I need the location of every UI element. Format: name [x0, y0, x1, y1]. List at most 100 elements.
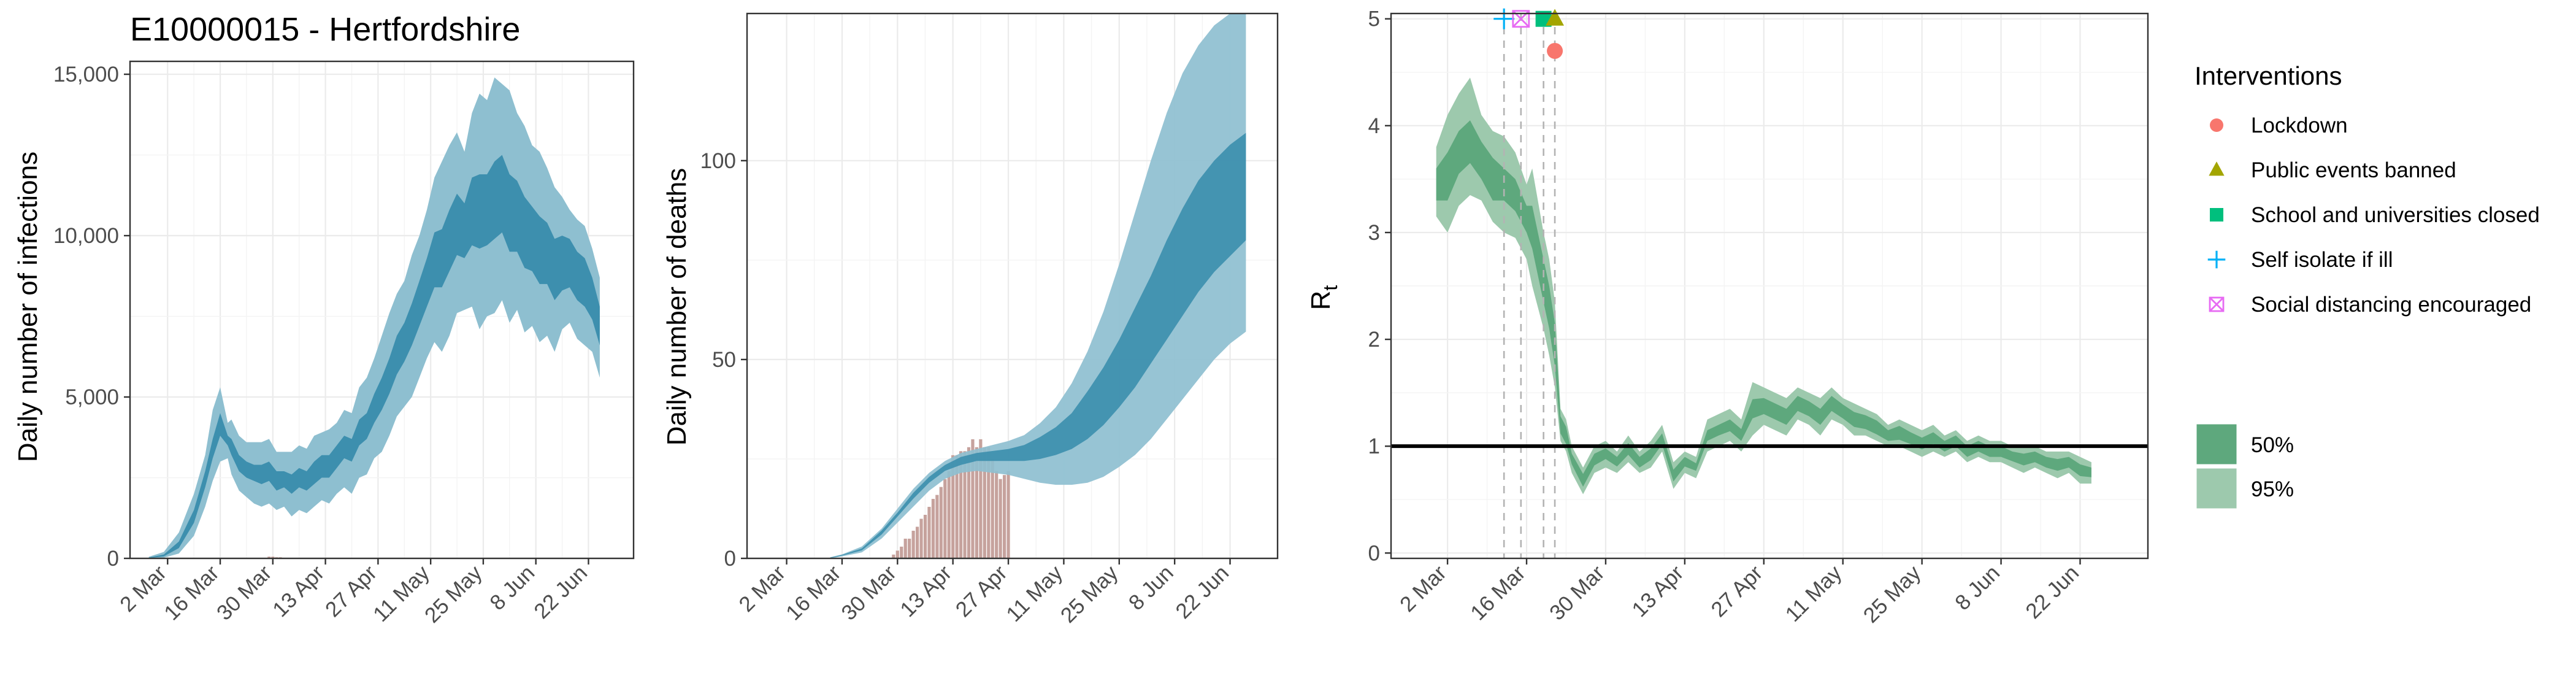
rt-xtick-label: 27 Apr	[1706, 561, 1767, 622]
deaths-plot-area	[830, 13, 1246, 558]
infections-band-50	[148, 155, 600, 558]
rt-xtick-label: 2 Mar	[1395, 561, 1451, 617]
deaths-xtick-label: 16 Mar	[781, 561, 846, 625]
deaths-xtick-label: 30 Mar	[837, 561, 901, 625]
deaths-xtick-label: 27 Apr	[951, 561, 1012, 622]
rt-xtick-label: 30 Mar	[1545, 561, 1609, 625]
deaths-observed-bar	[991, 458, 995, 558]
deaths-observed-bar	[994, 471, 999, 558]
deaths-observed-bar	[903, 538, 908, 558]
deaths-observed-bar	[923, 514, 927, 558]
deaths-observed-bar	[998, 479, 1003, 558]
deaths-observed-bar	[891, 554, 896, 558]
legend-interval-label: 50%	[2251, 433, 2294, 457]
deaths-observed-bar	[899, 546, 903, 558]
infections-xtick-label: 22 Jun	[529, 561, 592, 623]
rt-ylabel-subscript: t	[1319, 285, 1341, 291]
deaths-observed-bar	[919, 518, 924, 558]
deaths-xtick-label: 13 Apr	[895, 561, 956, 622]
legend-interval-swatch	[2195, 466, 2239, 511]
rt-intervention-marker-box	[1512, 10, 1530, 28]
legend-key-marker	[2210, 208, 2223, 222]
legend-key-marker-box	[2209, 296, 2225, 312]
deaths-xtick-label: 25 May	[1056, 561, 1123, 628]
deaths-xtick-label: 22 Jun	[1171, 561, 1233, 623]
deaths-observed-bar	[927, 506, 932, 558]
infections-xtick-label: 30 Mar	[212, 561, 277, 625]
rt-ytick-label: 2	[1368, 328, 1380, 352]
legend-interval-swatch	[2195, 422, 2239, 466]
legend-item-label: School and universities closed	[2251, 203, 2540, 227]
legend-key-marker	[2209, 161, 2225, 176]
rt-ytick-label: 5	[1368, 7, 1380, 31]
deaths-observed-bar	[1002, 474, 1006, 558]
legend-item-label: Public events banned	[2251, 158, 2456, 182]
rt-xtick-label: 16 Mar	[1466, 561, 1530, 625]
rt-ytick-label: 1	[1368, 434, 1380, 458]
rt-xtick-label: 11 May	[1781, 561, 1846, 626]
deaths-observed-bar	[895, 550, 900, 558]
deaths-observed-bar	[931, 498, 935, 558]
infections-ytick-label: 0	[107, 547, 119, 571]
legend-interval-label: 95%	[2251, 477, 2294, 501]
legend-item-label: Lockdown	[2251, 114, 2348, 137]
rt-plot: 0 1 2 3 4 5 2 Mar 16 Mar 30 Mar 13 Apr 27 Apr 11 Ma…	[1368, 7, 2149, 628]
infections-xtick-label: 16 Mar	[159, 561, 224, 625]
deaths-observed-bar	[907, 538, 911, 558]
rt-ytick-label: 3	[1368, 221, 1380, 245]
legend-item-label: Social distancing encouraged	[2251, 293, 2531, 317]
rt-panel-border	[1390, 12, 2149, 560]
deaths-ylabel: Daily number of deaths	[662, 168, 692, 445]
rt-ylabel: Rt	[1306, 285, 1341, 310]
rt-xtick-label: 22 Jun	[2021, 561, 2083, 623]
deaths-ytick-label: 100	[700, 149, 736, 173]
deaths-xtick-label: 8 Jun	[1124, 561, 1178, 615]
legend-key-marker	[2209, 296, 2225, 312]
legend: Interventions Lockdown Public events bann…	[2195, 61, 2540, 511]
legend-key-marker	[2207, 250, 2226, 269]
infections-ytick-label: 10,000	[53, 224, 119, 248]
rt-panel: 0 1 2 3 4 5 2 Mar 16 Mar 30 Mar 13 Apr 27 Apr 11 Ma…	[1306, 7, 2149, 628]
deaths-ytick-label: 50	[712, 348, 736, 372]
rt-ytick-label: 0	[1368, 541, 1380, 565]
infections-plot-area	[148, 77, 600, 558]
deaths-observed-bar	[947, 471, 951, 558]
infections-ylabel: Daily number of infections	[13, 152, 43, 462]
infections-xtick-label: 25 May	[420, 561, 487, 628]
deaths-band-95	[830, 13, 1246, 558]
rt-ytick-label: 4	[1368, 114, 1380, 138]
infections-ytick-label: 5,000	[65, 385, 119, 409]
legend-key-marker-d2	[2209, 297, 2224, 312]
deaths-observed-bar	[911, 530, 916, 558]
legend-key-marker	[2210, 118, 2223, 132]
rt-xtick-label: 25 May	[1859, 561, 1926, 628]
deaths-observed-bar	[935, 494, 940, 558]
deaths-ytick-label: 0	[724, 547, 736, 571]
deaths-observed-bar	[939, 487, 943, 558]
rt-xtick-label: 8 Jun	[1950, 561, 2004, 615]
deaths-panel-border	[746, 12, 1279, 560]
legend-title: Interventions	[2195, 61, 2342, 90]
deaths-observed-bar	[1006, 471, 1011, 558]
infections-band-95	[148, 77, 600, 558]
infections-observed-bar	[267, 556, 271, 558]
rt-ylabel-main: R	[1306, 291, 1336, 310]
legend-item-label: Self isolate if ill	[2251, 248, 2393, 272]
figure-title: E10000015 - Hertfordshire	[130, 11, 520, 48]
deaths-band-50	[830, 133, 1246, 558]
infections-ytick-label: 15,000	[53, 63, 119, 87]
infections-xtick-label: 13 Apr	[268, 561, 329, 622]
deaths-observed-bar	[943, 479, 947, 558]
rt-intervention-marker	[1493, 8, 1515, 29]
infections-xtick-label: 11 May	[369, 561, 434, 626]
rt-intervention-marker	[1547, 42, 1563, 59]
deaths-observed-bar	[915, 526, 919, 558]
rt-plot-area	[1436, 77, 2091, 495]
infections-observed-bar	[270, 556, 275, 558]
